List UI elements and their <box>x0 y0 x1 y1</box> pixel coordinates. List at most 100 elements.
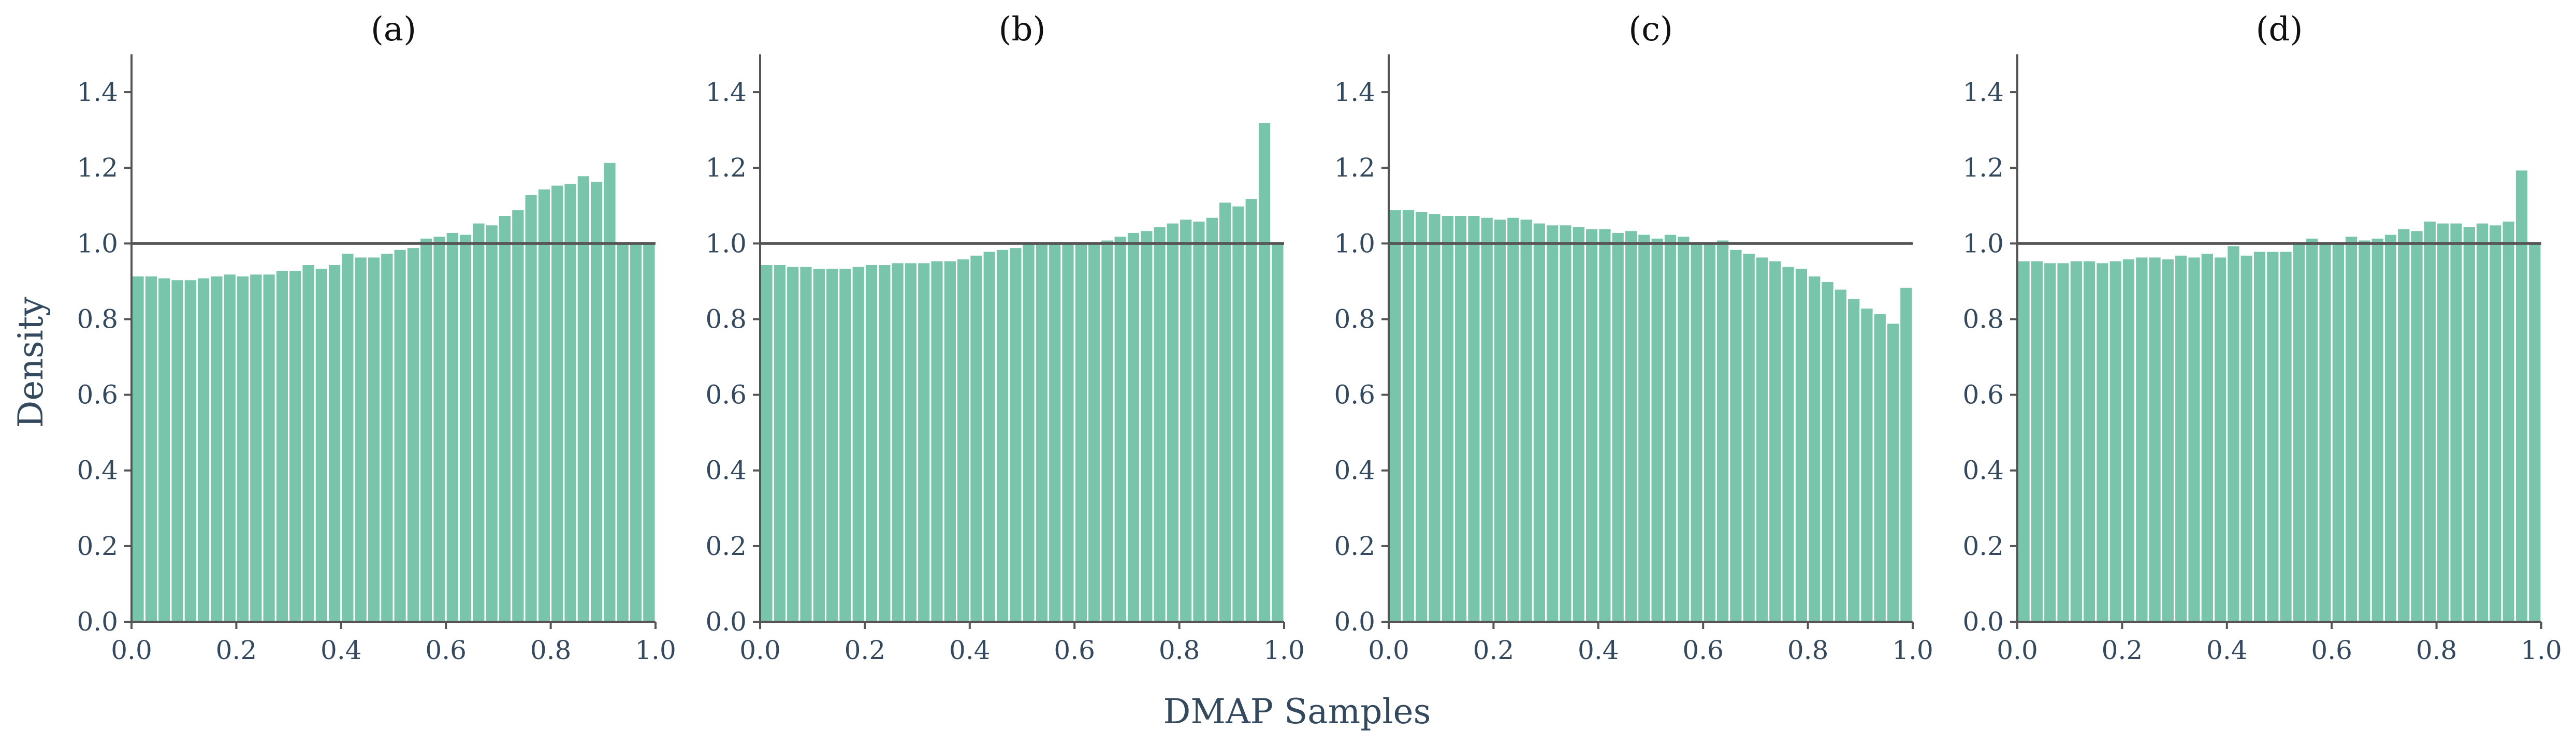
bar <box>366 256 382 623</box>
bar <box>2514 169 2529 623</box>
y-tick-label: 0.4 <box>1962 456 2004 486</box>
x-tick-label: 0.6 <box>2311 635 2352 665</box>
y-tick-label: 0.8 <box>1334 304 1375 334</box>
bar <box>419 237 434 623</box>
bar <box>1388 209 1403 623</box>
bar <box>982 250 997 623</box>
bar <box>2200 252 2215 623</box>
bar <box>877 264 892 623</box>
bar <box>1191 220 1206 623</box>
bar <box>2016 259 2031 623</box>
bar <box>314 267 329 623</box>
bar <box>1008 246 1023 623</box>
y-tick-label: 0.2 <box>1334 531 1375 561</box>
bar <box>2291 241 2307 623</box>
y-tick-label: 0.0 <box>1334 607 1375 637</box>
bar <box>864 264 879 623</box>
bar <box>1676 235 1691 623</box>
bar <box>2318 241 2333 623</box>
bar <box>589 180 604 623</box>
x-tick-label: 0.0 <box>111 635 152 665</box>
panel-title: (b) <box>999 10 1046 49</box>
bar <box>1453 214 1468 623</box>
bar <box>1794 267 1809 623</box>
bar <box>2056 261 2071 623</box>
x-tick-label: 0.8 <box>1159 635 1200 665</box>
panel-title: (c) <box>1628 10 1673 49</box>
bar <box>1152 225 1167 623</box>
bar <box>1558 224 1573 623</box>
panel-title: (d) <box>2256 10 2303 49</box>
bar <box>563 182 578 623</box>
bar <box>2043 261 2058 623</box>
bar <box>2449 222 2464 623</box>
bar <box>1492 218 1508 623</box>
bar <box>1702 241 1717 623</box>
bar <box>1519 218 1534 623</box>
y-tick-label: 0.6 <box>77 380 118 410</box>
bar <box>2239 254 2254 623</box>
bar <box>1545 224 1560 623</box>
bar <box>2370 237 2385 623</box>
bar <box>196 276 211 623</box>
bar <box>523 193 539 623</box>
panels: 0.0 0.2 0.4 0.6 0.8 1.0 1.2 1.4 0.0 0.2 0.4 0.6 0.8 1… <box>77 10 2562 665</box>
bar <box>1768 259 1783 623</box>
bar <box>1100 239 1115 623</box>
bar <box>2462 225 2477 623</box>
y-tick-label: 1.4 <box>77 77 118 107</box>
bar <box>445 231 460 623</box>
bar <box>1532 222 1547 623</box>
bar <box>1637 233 1652 623</box>
bar <box>1623 229 1639 623</box>
bar <box>2331 241 2346 623</box>
bar <box>301 264 316 623</box>
bar <box>2344 235 2359 623</box>
bar <box>2147 256 2162 623</box>
y-tick-label: 1.2 <box>1334 153 1375 183</box>
bar <box>2357 239 2372 623</box>
bar <box>235 274 251 623</box>
bar <box>209 274 224 623</box>
bar <box>1113 235 1128 623</box>
y-tick-label: 0.2 <box>705 531 747 561</box>
bar <box>798 265 813 623</box>
x-tick-label: 0.0 <box>1368 635 1409 665</box>
bar <box>1440 214 1455 623</box>
bar <box>1584 227 1599 623</box>
bar <box>536 187 552 623</box>
bar <box>2305 237 2320 623</box>
x-tick-label: 0.4 <box>1578 635 1619 665</box>
bar <box>380 252 395 623</box>
bar <box>1650 237 1665 623</box>
bar <box>929 259 944 623</box>
y-tick-label: 1.4 <box>1962 77 2004 107</box>
x-tick-label: 0.4 <box>949 635 991 665</box>
bar <box>1597 227 1612 623</box>
bar <box>1899 286 1914 623</box>
bar <box>458 233 473 623</box>
x-axis-title: DMAP Samples <box>1163 692 1431 732</box>
chart-panel-1: 0.0 0.2 0.4 0.6 0.8 1.0 1.2 1.4 0.0 0.2 0.4 0.6 0.8 1… <box>77 10 676 665</box>
bar <box>1466 214 1481 623</box>
bar <box>288 269 303 623</box>
x-tick-label: 1.0 <box>1892 635 1933 665</box>
bar <box>1728 248 1743 623</box>
y-tick-label: 0.2 <box>1962 531 2004 561</box>
x-tick-label: 0.8 <box>530 635 572 665</box>
bar <box>1401 209 1416 623</box>
bar <box>1204 216 1219 623</box>
bar <box>1060 241 1075 623</box>
y-tick-label: 1.2 <box>705 153 747 183</box>
bar <box>838 267 853 623</box>
bar <box>2488 224 2503 623</box>
y-tick-label: 1.0 <box>77 228 118 258</box>
y-tick-label: 0.8 <box>705 304 747 334</box>
bar <box>903 261 919 623</box>
x-tick-label: 1.0 <box>1263 635 1305 665</box>
bar <box>1833 288 1848 623</box>
bar <box>353 256 368 623</box>
x-tick-label: 0.2 <box>2102 635 2143 665</box>
bar <box>995 248 1010 623</box>
